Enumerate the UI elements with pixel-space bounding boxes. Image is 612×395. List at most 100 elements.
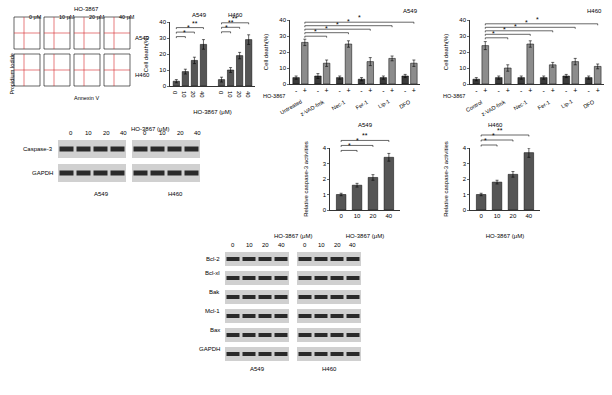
svg-text:40: 40 (349, 242, 356, 248)
svg-text:DFO: DFO (582, 98, 596, 109)
svg-text:Annexin V: Annexin V (74, 95, 99, 101)
svg-text:0: 0 (463, 81, 467, 87)
svg-text:1: 1 (323, 192, 327, 198)
svg-text:30: 30 (159, 35, 166, 41)
svg-text:3: 3 (323, 161, 327, 167)
svg-text:*: * (492, 30, 495, 37)
svg-text:40 μM: 40 μM (119, 14, 135, 20)
svg-text:10: 10 (279, 65, 286, 71)
svg-text:+: + (483, 87, 487, 94)
svg-text:+: + (346, 87, 350, 94)
svg-text:40: 40 (279, 17, 286, 23)
svg-text:3: 3 (463, 161, 467, 167)
svg-text:*: * (503, 26, 506, 33)
svg-text:20: 20 (262, 242, 269, 248)
svg-text:-: - (475, 87, 478, 94)
svg-text:+: + (303, 87, 307, 94)
svg-text:20 μM: 20 μM (89, 14, 105, 20)
svg-text:GAPDH: GAPDH (199, 346, 220, 352)
svg-text:z-VAD-fmk: z-VAD-fmk (480, 99, 506, 117)
svg-text:*: * (325, 25, 328, 32)
svg-text:Fer-1: Fer-1 (537, 99, 551, 111)
svg-text:Untreated: Untreated (279, 98, 303, 115)
svg-text:-: - (588, 87, 591, 94)
svg-text:20: 20 (370, 213, 377, 219)
svg-text:20: 20 (177, 130, 184, 136)
svg-text:A549: A549 (135, 35, 150, 41)
svg-text:+: + (596, 87, 600, 94)
svg-text:40: 40 (278, 242, 285, 248)
svg-text:10: 10 (318, 242, 325, 248)
svg-text:10: 10 (246, 242, 253, 248)
svg-text:Relative caspase-3 activities: Relative caspase-3 activities (443, 141, 449, 217)
svg-text:DFO: DFO (398, 98, 412, 109)
svg-text:*: * (356, 137, 359, 144)
svg-text:0: 0 (463, 207, 467, 213)
svg-text:0: 0 (143, 130, 147, 136)
svg-text:Propidium Iodide: Propidium Iodide (9, 53, 15, 94)
svg-text:Cell death(%): Cell death(%) (263, 34, 269, 70)
svg-text:-: - (317, 87, 320, 94)
svg-text:GAPDH: GAPDH (32, 170, 53, 176)
svg-text:40: 40 (386, 213, 393, 219)
svg-text:20: 20 (459, 49, 466, 55)
svg-text:Bcl-2: Bcl-2 (206, 256, 220, 262)
svg-text:+: + (390, 87, 394, 94)
svg-text:30: 30 (279, 33, 286, 39)
svg-text:2: 2 (323, 176, 327, 182)
svg-text:-: - (339, 87, 342, 94)
svg-text:z-VAD-fmk: z-VAD-fmk (299, 99, 325, 117)
svg-text:H460: H460 (488, 122, 503, 128)
svg-text:10 μM: 10 μM (59, 14, 75, 20)
svg-text:+: + (412, 87, 416, 94)
svg-text:+: + (551, 87, 555, 94)
svg-text:4: 4 (323, 145, 327, 151)
svg-text:-: - (543, 87, 546, 94)
svg-text:-: - (498, 87, 501, 94)
svg-text:**: ** (232, 15, 238, 22)
svg-text:-: - (404, 87, 407, 94)
svg-text:10: 10 (494, 213, 501, 219)
svg-text:0: 0 (339, 213, 343, 219)
svg-text:0: 0 (69, 130, 73, 136)
svg-text:A549: A549 (250, 366, 265, 372)
svg-text:H460: H460 (168, 191, 183, 197)
svg-text:10: 10 (159, 130, 166, 136)
svg-text:20: 20 (190, 91, 196, 98)
svg-text:20: 20 (510, 213, 517, 219)
svg-text:40: 40 (194, 130, 201, 136)
svg-text:Bax: Bax (210, 327, 220, 333)
svg-text:Mcl-1: Mcl-1 (205, 308, 220, 314)
svg-text:10: 10 (227, 91, 233, 98)
svg-text:20: 20 (236, 91, 242, 98)
svg-text:0: 0 (303, 242, 307, 248)
svg-text:4: 4 (463, 145, 467, 151)
svg-text:A549: A549 (403, 8, 418, 14)
svg-text:HO-3867 (μM): HO-3867 (μM) (131, 126, 169, 132)
svg-text:10: 10 (181, 91, 187, 98)
svg-text:40: 40 (159, 19, 166, 25)
svg-text:+: + (368, 87, 372, 94)
svg-text:+: + (528, 87, 532, 94)
svg-text:**: ** (497, 127, 503, 134)
svg-text:40: 40 (459, 17, 466, 23)
svg-text:0: 0 (283, 81, 287, 87)
svg-text:H460: H460 (322, 366, 337, 372)
svg-text:HO-3867 (μM): HO-3867 (μM) (346, 233, 384, 239)
svg-text:*: * (514, 23, 517, 30)
svg-text:Bcl-xl: Bcl-xl (205, 270, 220, 276)
svg-text:Relative caspase-3 activities: Relative caspase-3 activities (303, 141, 309, 217)
svg-text:0: 0 (172, 91, 178, 95)
svg-text:2: 2 (463, 176, 467, 182)
svg-text:*: * (358, 14, 361, 21)
svg-text:Cell death(%): Cell death(%) (443, 34, 449, 70)
svg-text:**: ** (362, 132, 368, 139)
svg-text:*: * (492, 132, 495, 139)
svg-text:H460: H460 (587, 8, 602, 14)
svg-text:10: 10 (354, 213, 361, 219)
svg-text:10: 10 (459, 65, 466, 71)
svg-text:HO-3867 (μM): HO-3867 (μM) (193, 109, 231, 115)
svg-text:-: - (382, 87, 385, 94)
svg-text:*: * (187, 24, 190, 31)
svg-text:*: * (525, 19, 528, 26)
